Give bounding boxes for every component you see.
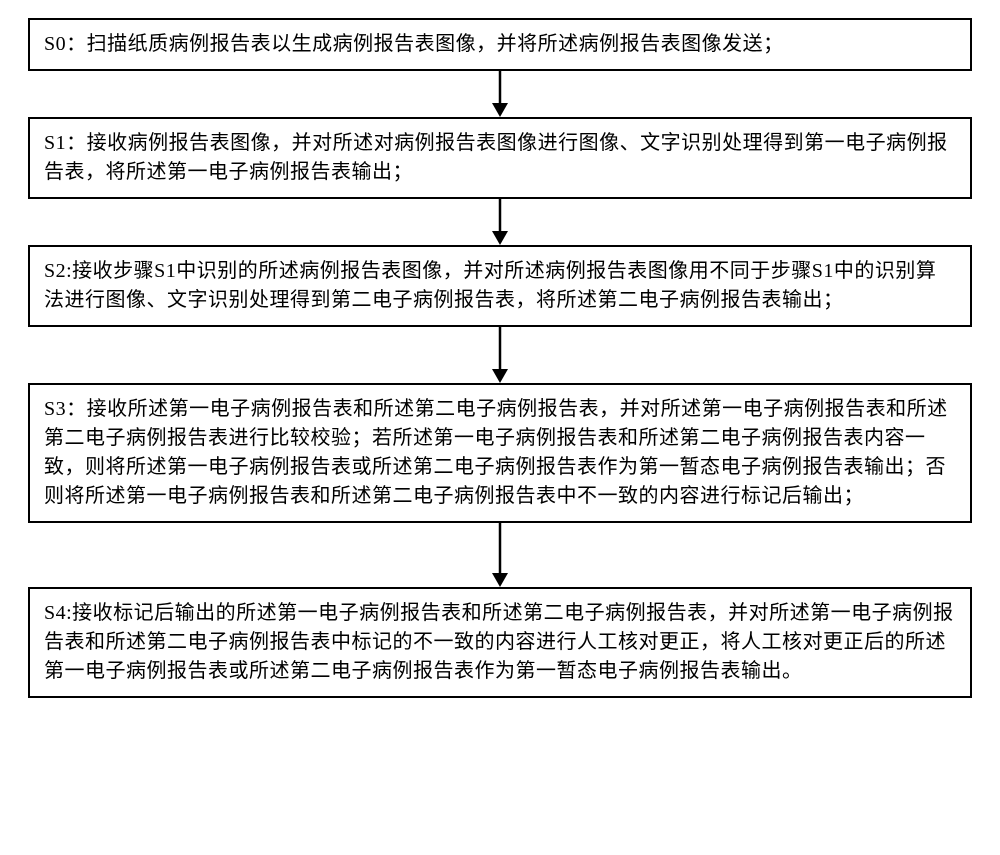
flowchart-container: S0：扫描纸质病例报告表以生成病例报告表图像，并将所述病例报告表图像发送； S1：… (28, 18, 972, 698)
arrow-down-icon (28, 71, 972, 117)
arrow-down-icon (28, 327, 972, 383)
step-s1: S1：接收病例报告表图像，并对所述对病例报告表图像进行图像、文字识别处理得到第一… (28, 117, 972, 199)
step-s0: S0：扫描纸质病例报告表以生成病例报告表图像，并将所述病例报告表图像发送； (28, 18, 972, 71)
arrow-down-icon (28, 523, 972, 587)
step-s3: S3：接收所述第一电子病例报告表和所述第二电子病例报告表，并对所述第一电子病例报… (28, 383, 972, 523)
arrow-down-icon (28, 199, 972, 245)
step-s4: S4:接收标记后输出的所述第一电子病例报告表和所述第二电子病例报告表，并对所述第… (28, 587, 972, 698)
step-s2: S2:接收步骤S1中识别的所述病例报告表图像，并对所述病例报告表图像用不同于步骤… (28, 245, 972, 327)
